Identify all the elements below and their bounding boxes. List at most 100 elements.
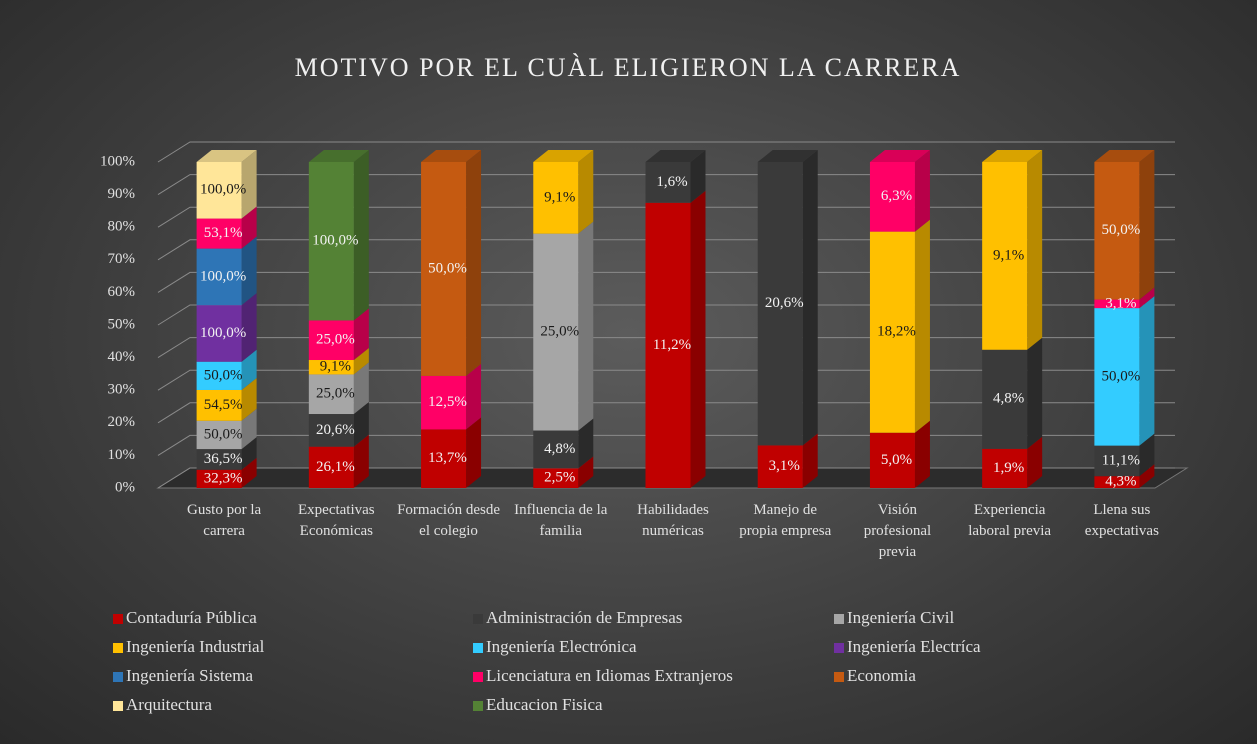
legend-label: Contaduría Pública <box>126 608 257 627</box>
bar <box>645 162 691 203</box>
bar-side <box>241 236 257 306</box>
data-label: 9,1% <box>993 247 1024 263</box>
bar <box>308 446 354 488</box>
legend-swatch <box>834 672 844 682</box>
bar-side <box>802 433 818 488</box>
bar-top <box>982 150 1043 162</box>
data-label: 5,0% <box>881 452 912 468</box>
legend-label: Educacion Fisica <box>486 695 603 714</box>
data-label: 100,0% <box>200 325 246 341</box>
data-label: 20,6% <box>765 295 804 311</box>
data-label: 100,0% <box>200 268 246 284</box>
legend-swatch <box>113 701 123 711</box>
bar <box>1094 476 1140 488</box>
bar-side <box>1139 150 1155 300</box>
bar-top <box>196 150 257 162</box>
bar-side <box>578 150 594 234</box>
data-label: 20,6% <box>316 422 355 438</box>
y-tick-label: 30% <box>108 382 136 398</box>
grid-line <box>157 271 1175 293</box>
bar-side <box>578 456 594 488</box>
bar <box>533 430 579 469</box>
data-label: 2,5% <box>544 470 575 486</box>
bar <box>757 445 803 488</box>
bar-side <box>1139 296 1155 446</box>
data-label: 1,6% <box>656 174 687 190</box>
data-label: 25,0% <box>540 324 579 340</box>
bar <box>421 429 467 488</box>
data-label: 100,0% <box>312 233 358 249</box>
bar <box>1094 308 1140 446</box>
legend-swatch <box>834 643 844 653</box>
bar-top <box>421 150 482 162</box>
bar <box>308 374 354 415</box>
bar-top <box>869 150 930 162</box>
data-label: 26,1% <box>316 459 355 475</box>
bar-side <box>578 221 594 431</box>
legend-swatch <box>113 643 123 653</box>
x-tick-label: Influencia de la familia <box>514 502 608 539</box>
data-label: 9,1% <box>544 189 575 205</box>
x-tick-label: Expectativas Económicas <box>298 502 375 539</box>
data-label: 11,1% <box>1102 452 1140 468</box>
bar-side <box>241 293 257 362</box>
bar-side <box>353 402 369 447</box>
bar-side <box>353 434 369 488</box>
bar <box>982 162 1028 350</box>
data-label: 6,3% <box>881 188 912 204</box>
bar-side <box>914 420 930 488</box>
bar-top <box>645 150 706 162</box>
bar-side <box>690 150 706 203</box>
bar <box>869 231 915 433</box>
bar-side <box>241 408 257 450</box>
bar <box>757 162 803 446</box>
grid-line <box>157 402 1175 424</box>
legend-swatch <box>473 614 483 624</box>
bar <box>196 218 242 249</box>
bar-side <box>578 418 594 469</box>
y-tick-label: 100% <box>100 153 135 169</box>
bar-side <box>1139 433 1155 477</box>
bar <box>308 162 354 321</box>
legend-label: Ingeniería Industrial <box>126 637 265 656</box>
bar-top <box>533 150 594 162</box>
legend-label: Ingeniería Electrónica <box>486 637 637 656</box>
bar <box>196 305 242 362</box>
legend-swatch <box>834 614 844 624</box>
data-label: 50,0% <box>1102 222 1141 238</box>
bar <box>196 162 242 219</box>
data-label: 50,0% <box>204 426 243 442</box>
bar-top <box>757 150 818 162</box>
bar <box>869 432 915 488</box>
grid-line <box>157 239 1175 261</box>
bar-side <box>1027 337 1043 449</box>
bar <box>533 233 579 431</box>
x-tick-label: Habilidades numéricas <box>637 502 709 539</box>
bar-side <box>466 417 482 488</box>
data-label: 1,9% <box>993 460 1024 476</box>
grid-line <box>157 434 1175 456</box>
data-label: 25,0% <box>316 386 355 402</box>
legend-label: Administración de Empresas <box>486 608 682 627</box>
legend-swatch <box>473 672 483 682</box>
y-tick-label: 80% <box>108 219 136 235</box>
bar <box>1094 445 1140 477</box>
data-label: 9,1% <box>320 359 351 375</box>
x-tick-label: Llena sus expectativas <box>1084 502 1159 539</box>
bar <box>421 375 467 430</box>
bar-side <box>241 349 257 390</box>
bar-side <box>241 457 257 488</box>
data-label: 50,0% <box>1102 368 1141 384</box>
legend-label: Ingeniería Civil <box>847 608 954 627</box>
data-label: 3,1% <box>1105 295 1136 311</box>
data-label: 12,5% <box>428 394 467 410</box>
bar-side <box>1027 436 1043 488</box>
bar <box>308 360 354 375</box>
bar-side <box>690 190 706 488</box>
legend-label: Licenciatura en Idiomas Extranjeros <box>486 666 733 685</box>
bar <box>421 162 467 376</box>
bar-side <box>466 150 482 376</box>
data-label: 100,0% <box>200 182 246 198</box>
bar-side <box>241 206 257 249</box>
